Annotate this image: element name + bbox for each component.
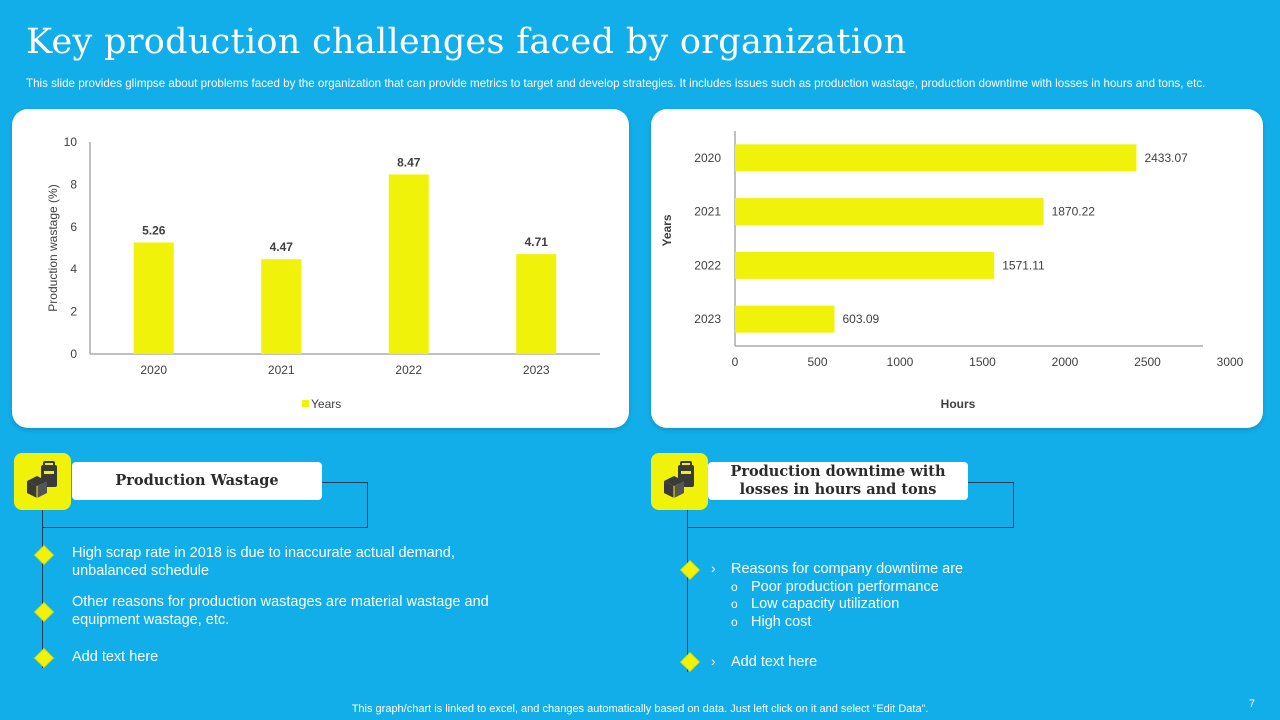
connector-line — [687, 527, 1014, 528]
timeline-line — [687, 510, 688, 672]
y-axis-label: Production wastage (%) — [46, 184, 60, 311]
wastage-section-heading: Production Wastage — [72, 462, 322, 500]
x-tick-label: 2020 — [140, 363, 167, 377]
downtime-bullet-main: Reasons for company downtime are — [731, 561, 964, 577]
y-tick-label: 6 — [70, 220, 77, 234]
x-axis-label: Hours — [941, 397, 976, 411]
x-tick-label: 0 — [732, 355, 739, 369]
x-tick-label: 2021 — [268, 363, 295, 377]
x-tick-label: 2022 — [395, 363, 422, 377]
y-tick-label: 10 — [64, 135, 78, 149]
page-subtitle: This slide provides glimpse about proble… — [26, 77, 1206, 90]
y-tick-label: 2020 — [694, 151, 721, 165]
circle-bullet-icon: o — [731, 580, 738, 594]
wastage-chart-card[interactable]: 0 2 4 6 8 10 5.26 2020 4.47 2021 8.47 2022 4.71 2023 P… — [12, 109, 629, 428]
x-tick-label: 1000 — [887, 355, 914, 369]
x-tick-label: 2023 — [523, 363, 550, 377]
connector-line — [322, 482, 367, 483]
bullet-diamond — [680, 652, 700, 672]
bullet-diamond — [680, 560, 700, 580]
x-tick-label: 3000 — [1217, 355, 1244, 369]
wastage-bullet-2: Other reasons for production wastages ar… — [72, 594, 489, 628]
circle-bullet-icon: o — [731, 615, 738, 629]
x-tick-label: 2000 — [1052, 355, 1079, 369]
x-tick-label: 1500 — [969, 355, 996, 369]
y-tick-label: 2021 — [694, 205, 721, 219]
footer-note: This graph/chart is linked to excel, and… — [351, 703, 929, 715]
circle-bullet-icon: o — [731, 597, 738, 611]
x-tick-label: 2500 — [1134, 355, 1161, 369]
chevron-right-icon: › — [711, 653, 716, 669]
sub-bullet-text: High cost — [751, 614, 812, 630]
connector-line — [42, 527, 368, 528]
wastage-bar-chart[interactable]: 0 2 4 6 8 10 5.26 2020 4.47 2021 8.47 2022 4.71 2023 P… — [12, 109, 629, 428]
y-tick-label: 0 — [70, 347, 77, 361]
bar — [735, 198, 1044, 226]
bar — [735, 251, 995, 279]
downtime-section-heading: Production downtime with losses in hours… — [708, 462, 968, 500]
y-tick-label: 2022 — [694, 258, 721, 272]
sub-bullet-text: Low capacity utilization — [751, 596, 900, 612]
wastage-bullet-1: High scrap rate in 2018 is due to inaccu… — [72, 545, 455, 579]
data-label: 8.47 — [397, 155, 421, 169]
y-tick-label: 2 — [70, 305, 77, 319]
bar — [735, 144, 1137, 172]
bullet-diamond — [34, 545, 54, 565]
downtime-bullet-last: Add text here — [731, 654, 818, 670]
wastage-bullet-3: Add text here — [72, 649, 159, 665]
connector-line — [968, 482, 1013, 483]
chevron-right-icon: › — [711, 560, 716, 576]
connector-line — [367, 482, 368, 527]
y-axis-label: Years — [660, 214, 674, 246]
bar — [388, 174, 429, 354]
bar — [735, 305, 835, 333]
x-tick-label: 500 — [807, 355, 827, 369]
y-tick-label: 2023 — [694, 312, 721, 326]
legend-label: Years — [311, 397, 341, 411]
page-title: Key production challenges faced by organ… — [26, 22, 907, 62]
bullet-diamond — [34, 602, 54, 622]
downtime-bar-chart[interactable]: 0 500 1000 1500 2000 2500 3000 2433.07 2020 1870.… — [651, 109, 1263, 428]
cart-boxes-icon — [664, 461, 694, 498]
data-label: 4.71 — [525, 235, 549, 249]
downtime-sub-bullet-2: o Low capacity utilization — [731, 595, 899, 613]
data-label: 603.09 — [843, 312, 880, 326]
data-label: 1870.22 — [1052, 205, 1096, 219]
data-label: 1571.11 — [1002, 258, 1045, 272]
data-label: 2433.07 — [1144, 151, 1188, 165]
y-tick-label: 4 — [70, 262, 77, 276]
bar — [261, 259, 302, 354]
downtime-section-icon-box — [651, 453, 708, 510]
timeline-line — [42, 510, 43, 668]
data-label: 5.26 — [142, 223, 166, 237]
data-label: 4.47 — [270, 240, 294, 254]
sub-bullet-text: Poor production performance — [751, 579, 939, 595]
cart-boxes-icon — [27, 461, 57, 498]
wastage-section-icon-box — [14, 453, 71, 510]
page-number: 7 — [1248, 698, 1255, 710]
y-tick-label: 8 — [70, 177, 77, 191]
downtime-sub-bullet-3: o High cost — [731, 613, 811, 631]
bar — [516, 254, 557, 354]
downtime-chart-card[interactable]: 0 500 1000 1500 2000 2500 3000 2433.07 2020 1870.… — [651, 109, 1263, 428]
downtime-sub-bullet-1: o Poor production performance — [731, 578, 939, 596]
legend-swatch — [302, 400, 309, 407]
bullet-diamond — [34, 648, 54, 668]
connector-line — [1013, 482, 1014, 527]
bar — [133, 242, 174, 354]
